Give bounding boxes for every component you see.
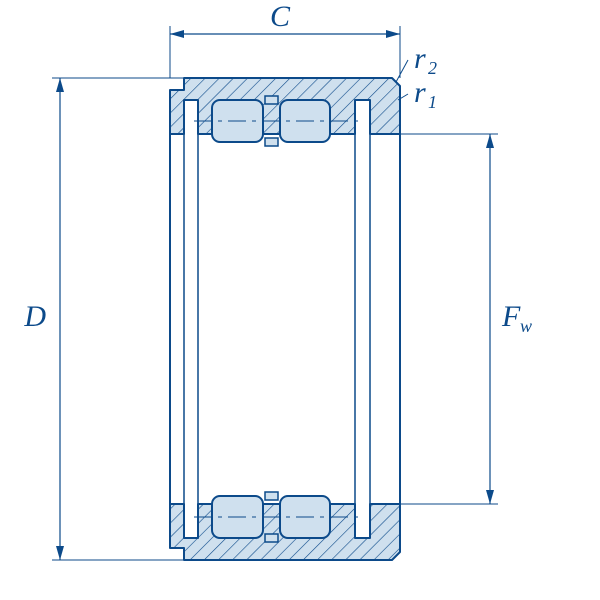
dim-r2-sub: 2 xyxy=(428,58,437,78)
dim-D-label: D xyxy=(23,300,46,333)
dim-Fw-sub: w xyxy=(520,316,532,336)
dim-Fw-label: F xyxy=(501,300,521,333)
dim-r1-sub: 1 xyxy=(428,92,437,112)
dim-r1-label: r xyxy=(414,76,426,109)
dim-C-label: C xyxy=(270,0,291,33)
dim-r2-label: r xyxy=(414,42,426,75)
